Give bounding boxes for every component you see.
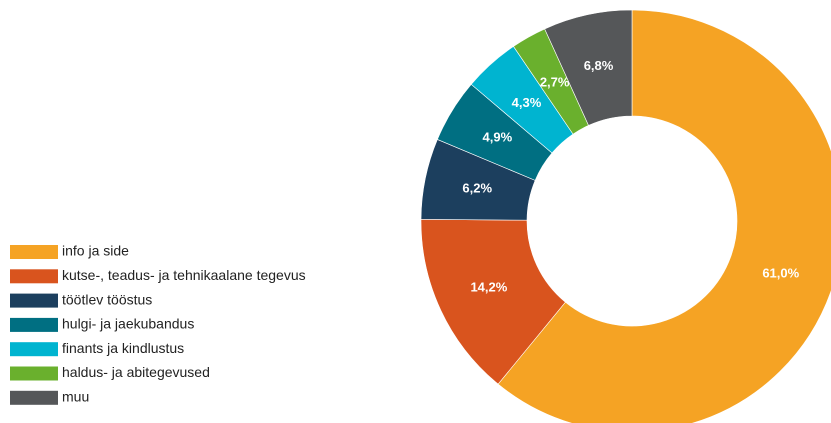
legend-label: töötlev tööstus xyxy=(62,291,152,307)
legend-swatch xyxy=(10,245,58,259)
slice-label: 2,7% xyxy=(540,75,570,90)
legend-label: haldus- ja abitegevused xyxy=(62,364,210,380)
legend-label: muu xyxy=(62,389,89,405)
legend-swatch xyxy=(10,342,58,357)
slice-label: 4,3% xyxy=(512,95,542,110)
legend-label: finants ja kindlustus xyxy=(62,340,184,356)
legend-swatch xyxy=(10,366,58,381)
legend-label: hulgi- ja jaekubandus xyxy=(62,316,194,332)
legend-swatch xyxy=(10,390,58,405)
slice xyxy=(544,9,633,126)
slice xyxy=(497,9,831,423)
legend-label: info ja side xyxy=(62,243,129,259)
slice-label: 61,0% xyxy=(762,266,799,281)
legend-label: kutse-, teadus- ja tehnikaalane tegevus xyxy=(62,267,306,283)
slice-label: 4,9% xyxy=(483,130,513,145)
slice-label: 6,2% xyxy=(462,181,492,196)
legend-swatch xyxy=(10,269,58,284)
legend-swatch xyxy=(10,317,58,332)
slice-label: 14,2% xyxy=(470,279,507,294)
slice-label: 6,8% xyxy=(584,58,614,73)
legend-swatch xyxy=(10,293,58,308)
slice xyxy=(420,219,566,385)
